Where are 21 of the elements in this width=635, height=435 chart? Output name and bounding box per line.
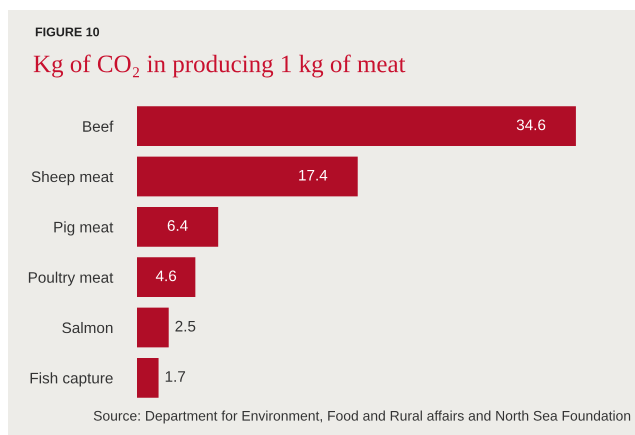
bar [137, 106, 576, 146]
caption: FIGURE 10 [36, 28, 100, 36]
data-label: 34.6 [516, 119, 546, 130]
chart-title: Kg of CO₂ in producing 1 kg of meat [34, 54, 406, 78]
y-tick-label: Poultry meat [28, 272, 114, 286]
bar [137, 358, 159, 398]
data-label: 17.4 [299, 170, 328, 180]
y-tick-label: Fish capture [30, 372, 113, 387]
bar [137, 206, 218, 247]
data-label: 4.6 [156, 270, 176, 282]
data-label: 1.7 [166, 371, 186, 382]
bar [137, 156, 358, 196]
data-label: 6.4 [168, 220, 188, 231]
source-note: Source: Department for Environment, Food and Rural affairs and North Sea Foundation [94, 410, 630, 424]
data-label: 2.5 [175, 320, 196, 332]
y-tick-label: Sheep meat [32, 170, 114, 186]
y-tick-label: Pig meat [54, 221, 114, 236]
y-tick-label: Beef [83, 120, 114, 132]
bar [137, 257, 196, 298]
bar [137, 308, 169, 348]
y-tick-label: Salmon [62, 322, 112, 334]
